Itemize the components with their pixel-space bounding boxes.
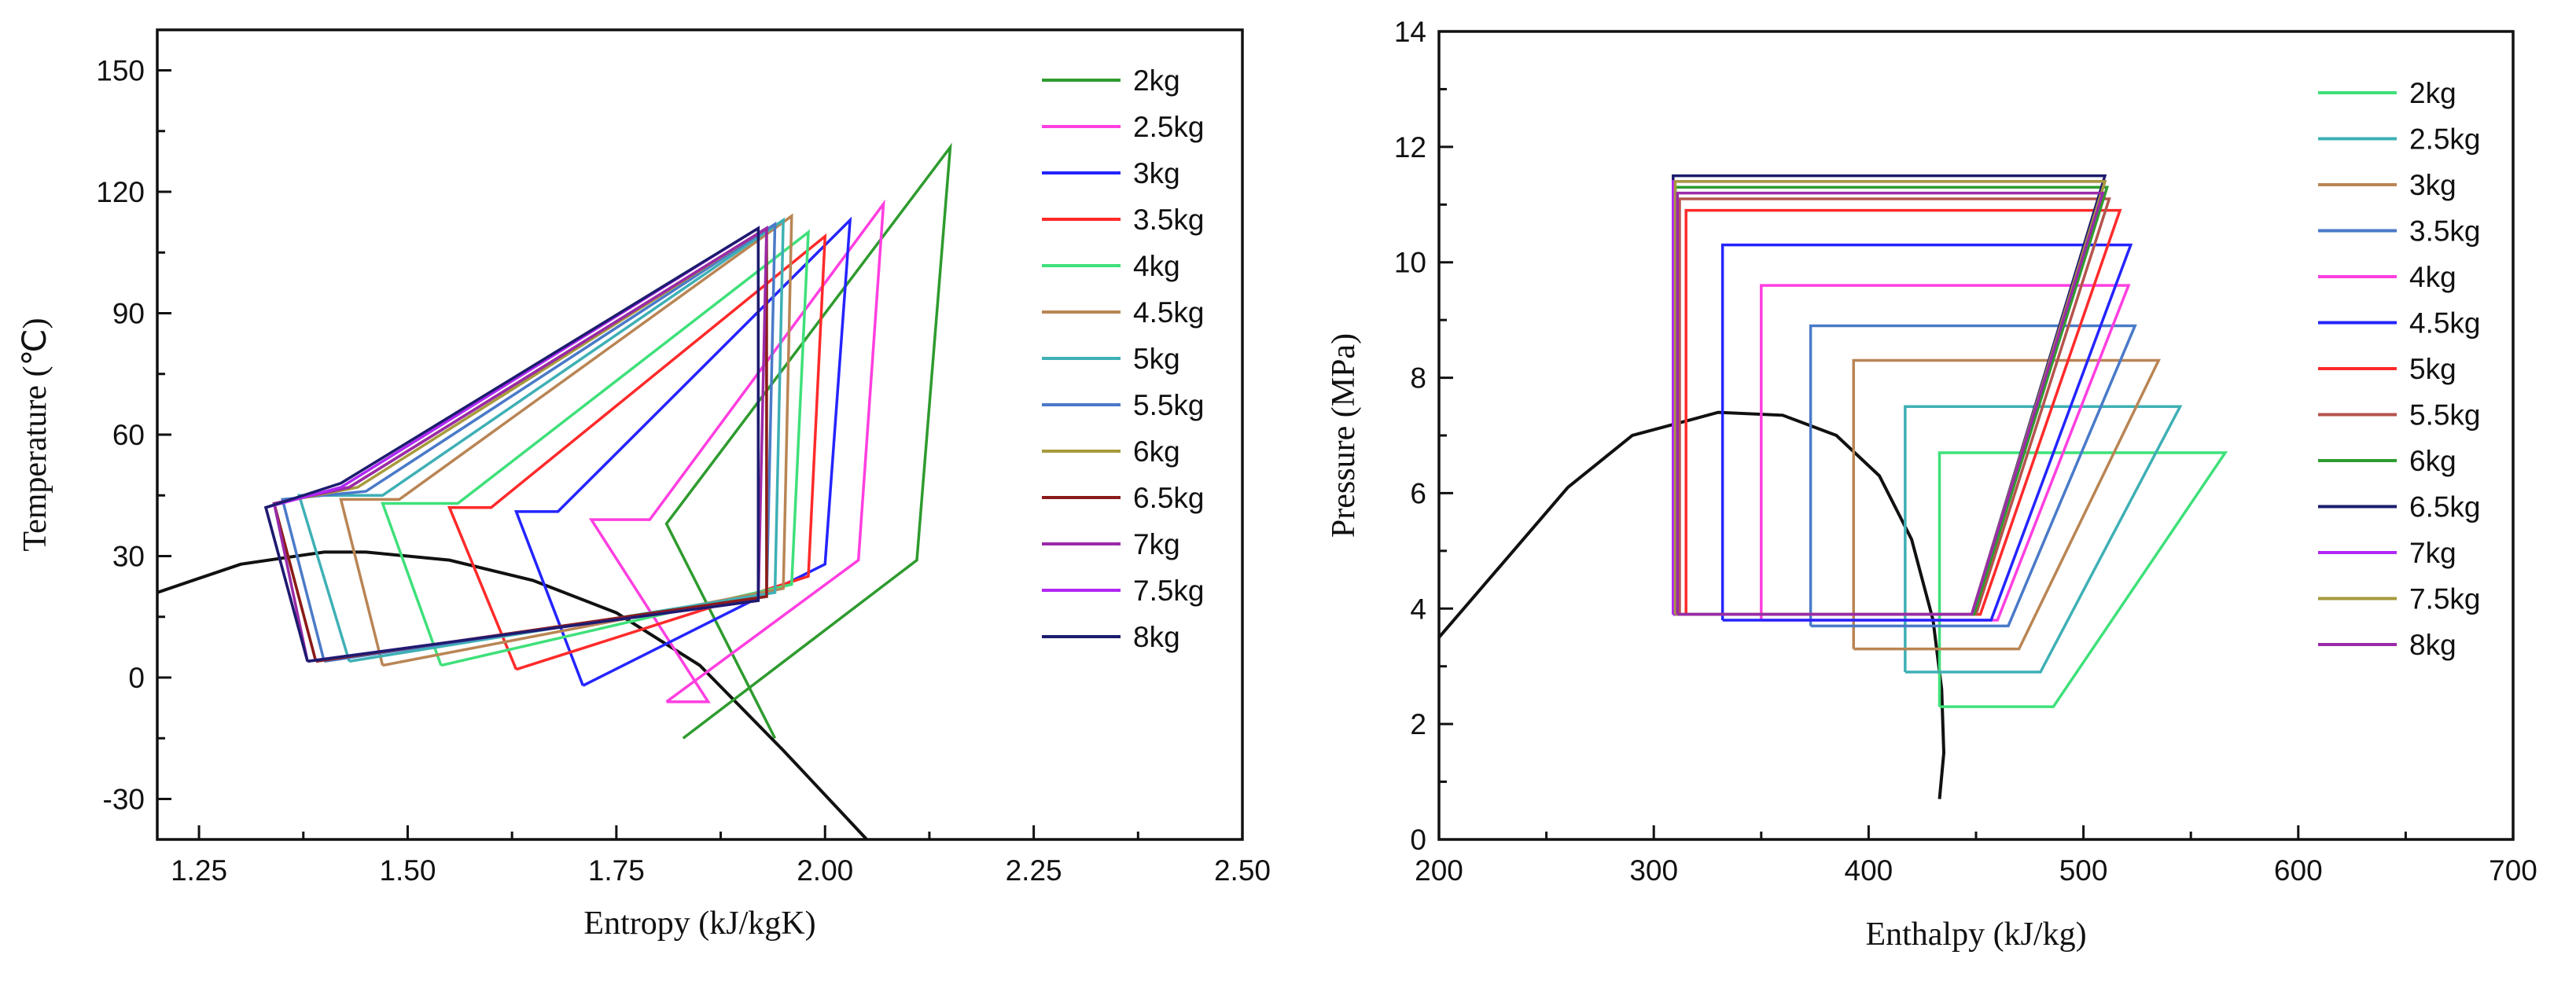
ph-legend-label-2kg: 2kg: [2409, 77, 2456, 109]
ph-saturation-curve: [1439, 410, 1946, 799]
ts-legend-label-2-5kg: 2.5kg: [1133, 111, 1205, 143]
ph-legend-label-6-5kg: 6.5kg: [2409, 491, 2481, 523]
ph-legend-label-8kg: 8kg: [2409, 629, 2456, 661]
ph-series-line-2-5kg: [1904, 405, 2183, 674]
ts-series-line-8kg: [263, 226, 760, 663]
ph-x-tick-label: 200: [1415, 854, 1463, 887]
ph-legend-label-3-5kg: 3.5kg: [2409, 215, 2481, 248]
ph-legend-label-3kg: 3kg: [2409, 169, 2456, 201]
ph-legend-label-7kg: 7kg: [2409, 537, 2456, 569]
ph-legend-label-6kg: 6kg: [2409, 445, 2456, 477]
ph-legend-label-4kg: 4kg: [2409, 261, 2456, 293]
ts-series-line-2kg: [664, 142, 952, 740]
ts-x-tick-label: 2.50: [1214, 854, 1271, 887]
ts-y-tick-label: 60: [112, 419, 145, 451]
ts-legend-label-7kg: 7kg: [1133, 528, 1180, 560]
ph-x-axis-title: Enthalpy (kJ/kg): [1865, 916, 2086, 953]
ts-legend-label-4-5kg: 4.5kg: [1133, 296, 1205, 329]
ph-y-tick-label: 2: [1410, 708, 1426, 740]
ph-y-tick-label: 4: [1410, 593, 1426, 625]
ph-y-tick-label: 10: [1394, 247, 1426, 279]
ts-y-tick-label: 150: [96, 55, 145, 87]
ph-y-tick-label: 12: [1394, 131, 1426, 163]
ph-series-line-8kg: [1676, 191, 2105, 616]
ph-y-tick-label: 14: [1394, 16, 1426, 48]
ts-y-tick-label: -30: [103, 784, 145, 816]
ph-series-line-3kg: [1852, 358, 2162, 651]
ph-y-tick-label: 0: [1410, 824, 1426, 856]
ph-legend-label-7-5kg: 7.5kg: [2409, 583, 2481, 615]
ts-y-tick-label: 30: [112, 541, 145, 573]
ph-legend-label-5kg: 5kg: [2409, 353, 2456, 385]
ph-chart: 200 300 400 500 600 700 0 2 4 6 8 10 12 14 Enthalpy (k…: [1326, 16, 2537, 953]
ts-chart: 1.25 1.50 1.75 2.00 2.25 2.50 -30 0 30 60 90 120 150…: [17, 28, 1271, 942]
ts-y-tick-label: 0: [128, 662, 145, 694]
ts-legend-label-5kg: 5kg: [1133, 343, 1180, 375]
ts-series-line-2-5kg: [588, 199, 885, 703]
ts-x-tick-label: 2.00: [797, 854, 853, 887]
ph-y-axis-title: Pressure (MPa): [1326, 333, 1362, 538]
ts-x-tick-label: 2.25: [1006, 854, 1062, 887]
ts-series-line-5kg: [297, 217, 785, 663]
ts-legend-label-2kg: 2kg: [1133, 64, 1180, 97]
ts-legend-label-4kg: 4kg: [1133, 250, 1180, 282]
ts-legend-label-5-5kg: 5.5kg: [1133, 389, 1205, 421]
ts-legend-label-3kg: 3kg: [1133, 157, 1180, 189]
ph-x-tick-label: 500: [2059, 854, 2108, 887]
ts-x-tick-label: 1.25: [171, 854, 227, 887]
ts-legend-label-6-5kg: 6.5kg: [1133, 482, 1205, 514]
ts-y-tick-label: 90: [112, 298, 145, 330]
ph-series-line-2kg: [1938, 451, 2228, 708]
ts-x-tick-label: 1.50: [379, 854, 436, 887]
ts-legend-label-3-5kg: 3.5kg: [1133, 204, 1205, 236]
ts-legend-label-8kg: 8kg: [1133, 621, 1180, 653]
ph-x-tick-label: 700: [2489, 854, 2537, 887]
ts-legend-label-7-5kg: 7.5kg: [1133, 575, 1205, 607]
ph-x-tick-label: 600: [2274, 854, 2323, 887]
ph-legend-label-4-5kg: 4.5kg: [2409, 307, 2481, 340]
ts-saturation-curve: [157, 550, 868, 839]
ph-legend-label-2-5kg: 2.5kg: [2409, 123, 2481, 156]
ph-x-tick-label: 400: [1845, 854, 1893, 887]
ph-series-line-3-5kg: [1809, 324, 2137, 628]
ph-y-tick-label: 8: [1410, 362, 1426, 395]
ts-x-tick-label: 1.75: [588, 854, 645, 887]
ts-y-tick-label: 120: [96, 176, 145, 208]
ts-legend-label-6kg: 6kg: [1133, 435, 1180, 468]
ph-series-line-4-5kg: [1720, 243, 2133, 622]
ph-legend-label-5-5kg: 5.5kg: [2409, 399, 2481, 432]
ts-y-axis-title: Temperature (℃): [17, 318, 53, 551]
ph-x-tick-label: 300: [1629, 854, 1678, 887]
ph-y-tick-label: 6: [1410, 477, 1426, 509]
ts-x-axis-title: Entropy (kJ/kgK): [583, 905, 815, 942]
